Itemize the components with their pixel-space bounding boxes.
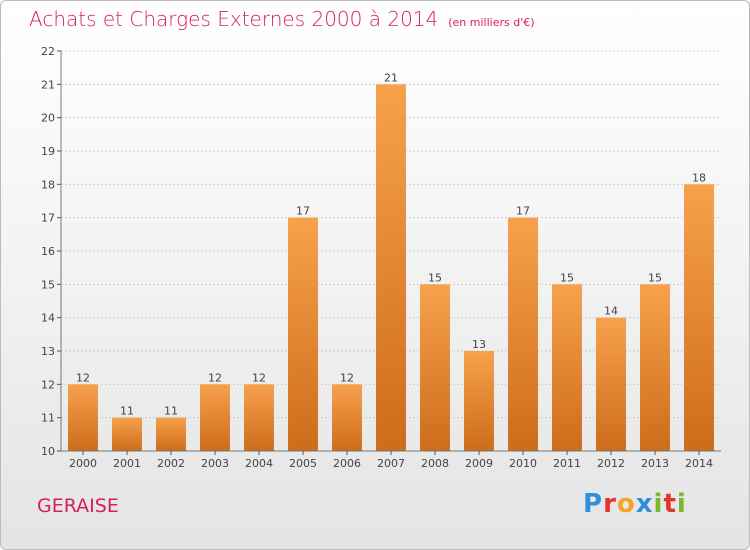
data-label: 11 bbox=[120, 405, 134, 418]
y-tick-label: 12 bbox=[41, 378, 55, 391]
x-tick-label: 2001 bbox=[113, 457, 141, 470]
y-tick-label: 10 bbox=[41, 445, 55, 458]
bar bbox=[464, 351, 494, 451]
data-label: 12 bbox=[340, 371, 354, 384]
data-label: 17 bbox=[296, 205, 310, 218]
y-tick-label: 21 bbox=[41, 78, 55, 91]
data-label: 12 bbox=[252, 371, 266, 384]
bar bbox=[156, 417, 186, 451]
data-label: 11 bbox=[164, 405, 178, 418]
bar bbox=[112, 417, 142, 451]
x-tick-label: 2013 bbox=[641, 457, 669, 470]
y-tick-label: 14 bbox=[41, 312, 55, 325]
x-tick-label: 2003 bbox=[201, 457, 229, 470]
logo-letter: o bbox=[616, 489, 636, 519]
x-tick-label: 2000 bbox=[69, 457, 97, 470]
logo-letter: i bbox=[676, 489, 687, 519]
x-tick-label: 2007 bbox=[377, 457, 405, 470]
bar bbox=[640, 284, 670, 451]
unit-note: (en milliers d'€) bbox=[448, 16, 535, 29]
x-tick-label: 2008 bbox=[421, 457, 449, 470]
bar bbox=[684, 184, 714, 452]
data-label: 15 bbox=[428, 271, 442, 284]
x-tick-label: 2012 bbox=[597, 457, 625, 470]
y-tick-label: 19 bbox=[41, 145, 55, 158]
x-tick-label: 2005 bbox=[289, 457, 317, 470]
bar bbox=[200, 384, 230, 451]
x-tick-label: 2004 bbox=[245, 457, 273, 470]
chart-title-text: Achats et Charges Externes 2000 à 2014 bbox=[29, 7, 439, 31]
logo-letter: t bbox=[663, 489, 677, 519]
y-tick-label: 11 bbox=[41, 412, 55, 425]
bar bbox=[288, 217, 318, 451]
data-label: 17 bbox=[516, 205, 530, 218]
commune-name: GERAISE bbox=[37, 495, 119, 517]
data-label: 15 bbox=[560, 271, 574, 284]
bar bbox=[244, 384, 274, 451]
chart-title: Achats et Charges Externes 2000 à 2014 (e… bbox=[29, 7, 535, 31]
logo-letter: x bbox=[635, 489, 654, 519]
bar bbox=[420, 284, 450, 451]
x-tick-label: 2006 bbox=[333, 457, 361, 470]
data-label: 18 bbox=[692, 171, 706, 184]
data-label: 21 bbox=[384, 71, 398, 84]
data-label: 12 bbox=[208, 371, 222, 384]
y-tick-label: 16 bbox=[41, 245, 55, 258]
y-tick-label: 18 bbox=[41, 178, 55, 191]
bar bbox=[68, 384, 98, 451]
y-tick-label: 17 bbox=[41, 212, 55, 225]
x-tick-label: 2014 bbox=[685, 457, 713, 470]
data-label: 15 bbox=[648, 271, 662, 284]
bar bbox=[508, 217, 538, 451]
data-label: 12 bbox=[76, 371, 90, 384]
logo-letter: i bbox=[653, 489, 664, 519]
bar bbox=[376, 84, 406, 451]
bar bbox=[552, 284, 582, 451]
y-tick-label: 15 bbox=[41, 278, 55, 291]
bar bbox=[596, 317, 626, 451]
data-label: 14 bbox=[604, 305, 618, 318]
logo-letter: r bbox=[603, 489, 617, 519]
y-tick-label: 20 bbox=[41, 112, 55, 125]
x-tick-label: 2002 bbox=[157, 457, 185, 470]
data-label: 13 bbox=[472, 338, 486, 351]
logo-letter: P bbox=[583, 489, 604, 519]
y-tick-label: 13 bbox=[41, 345, 55, 358]
x-tick-label: 2010 bbox=[509, 457, 537, 470]
x-tick-label: 2011 bbox=[553, 457, 581, 470]
bar bbox=[332, 384, 362, 451]
proxiti-logo: Proxiti bbox=[583, 489, 687, 519]
y-tick-label: 22 bbox=[41, 45, 55, 58]
x-tick-label: 2009 bbox=[465, 457, 493, 470]
